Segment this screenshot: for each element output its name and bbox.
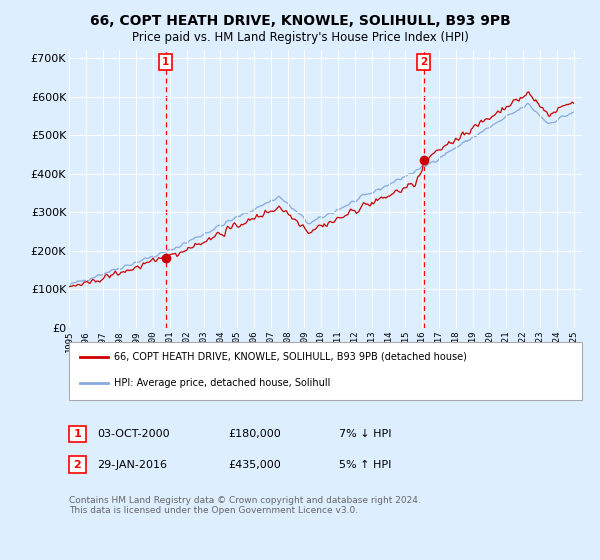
Text: 2: 2 bbox=[420, 57, 427, 67]
Text: £180,000: £180,000 bbox=[228, 429, 281, 439]
Text: 66, COPT HEATH DRIVE, KNOWLE, SOLIHULL, B93 9PB (detached house): 66, COPT HEATH DRIVE, KNOWLE, SOLIHULL, … bbox=[114, 352, 467, 362]
Text: 66, COPT HEATH DRIVE, KNOWLE, SOLIHULL, B93 9PB: 66, COPT HEATH DRIVE, KNOWLE, SOLIHULL, … bbox=[89, 14, 511, 28]
Text: Price paid vs. HM Land Registry's House Price Index (HPI): Price paid vs. HM Land Registry's House … bbox=[131, 31, 469, 44]
Text: 5% ↑ HPI: 5% ↑ HPI bbox=[339, 460, 391, 470]
Text: 1: 1 bbox=[162, 57, 169, 67]
Text: 1: 1 bbox=[74, 429, 81, 439]
Text: 03-OCT-2000: 03-OCT-2000 bbox=[97, 429, 170, 439]
Text: HPI: Average price, detached house, Solihull: HPI: Average price, detached house, Soli… bbox=[114, 378, 331, 388]
Text: £435,000: £435,000 bbox=[228, 460, 281, 470]
Text: Contains HM Land Registry data © Crown copyright and database right 2024.
This d: Contains HM Land Registry data © Crown c… bbox=[69, 496, 421, 515]
Text: 7% ↓ HPI: 7% ↓ HPI bbox=[339, 429, 391, 439]
Text: 2: 2 bbox=[74, 460, 81, 470]
Text: 29-JAN-2016: 29-JAN-2016 bbox=[97, 460, 167, 470]
